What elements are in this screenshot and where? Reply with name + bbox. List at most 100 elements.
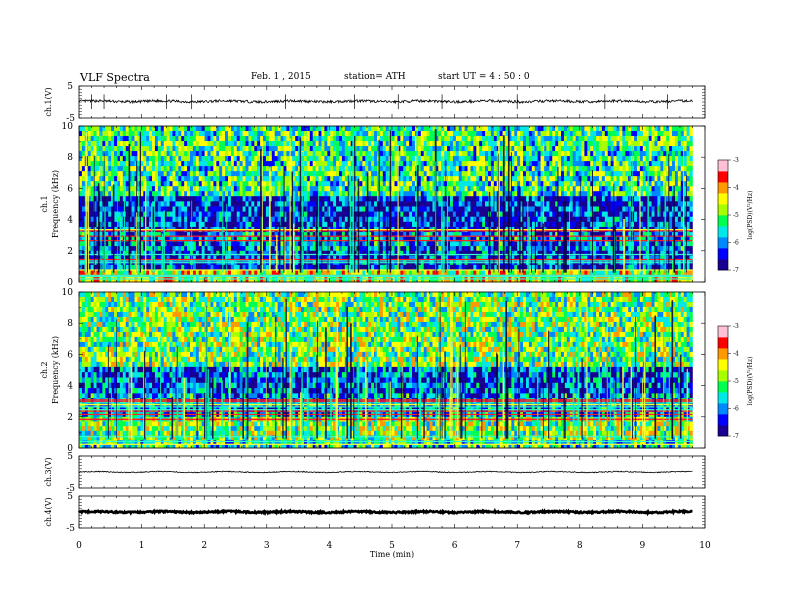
spectrogram-cell: [412, 151, 416, 157]
spectrogram-cell: [96, 156, 100, 162]
spectrogram-cell: [184, 196, 188, 202]
spectrogram-cell: [625, 186, 629, 192]
spectrogram-cell: [125, 221, 129, 228]
spectrogram-cell: [79, 221, 83, 228]
spectrogram-cell: [552, 186, 556, 192]
spectrogram-cell: [225, 181, 229, 187]
spectrogram-cell: [222, 181, 226, 187]
spectrogram-cell: [490, 196, 495, 202]
spectrogram-cell: [204, 186, 208, 192]
spectrogram-cell: [686, 161, 690, 167]
spectrogram-cell: [423, 211, 427, 218]
spectrogram-cell: [432, 201, 436, 207]
spectrogram-cell: [274, 232, 278, 238]
spectrogram-cell: [327, 232, 331, 238]
spectrogram-cell: [210, 191, 214, 197]
spectrogram-cell: [482, 151, 486, 157]
spectrogram-cell: [493, 181, 498, 187]
spectrogram-cell: [499, 136, 503, 142]
spectrogram-cell: [318, 221, 322, 228]
spectrogram-cell: [341, 131, 346, 137]
spectrogram-cell: [403, 211, 407, 218]
spectrogram-cell: [187, 246, 191, 252]
spectrogram-cell: [674, 131, 679, 137]
spectrogram-cell: [651, 216, 655, 223]
spectrogram-cell: [412, 161, 416, 167]
spectrogram-cell: [420, 221, 425, 228]
spectrogram-cell: [441, 161, 445, 167]
spectrogram-cell: [514, 131, 518, 137]
spectrogram-cell: [616, 176, 620, 182]
spectrogram-cell: [435, 181, 439, 187]
spectrogram-cell: [464, 126, 468, 132]
spectrogram-cell: [213, 126, 217, 132]
spectrogram-cell: [625, 196, 629, 202]
spectrogram-cell: [239, 151, 243, 157]
spectrogram-cell: [152, 232, 156, 238]
spectrogram-cell: [607, 141, 611, 147]
spectrogram-cell: [265, 232, 270, 238]
spectrogram-cell: [426, 131, 430, 137]
spectrogram-cell: [648, 201, 652, 207]
spectrogram-cell: [540, 171, 544, 177]
spectrogram-cell: [245, 181, 249, 187]
spectrogram-cell: [344, 146, 349, 152]
spectrogram-cell: [374, 161, 378, 167]
spectrogram-cell: [356, 136, 360, 142]
spectrogram-cell: [178, 196, 182, 202]
spectrogram-cell: [166, 146, 170, 152]
spectrogram-cell: [119, 166, 124, 172]
spectrogram-cell: [409, 131, 413, 137]
spectrogram-cell: [222, 186, 226, 192]
spectrogram-cell: [245, 196, 249, 202]
spectrogram-cell: [359, 131, 363, 137]
spectrogram-cell: [362, 236, 366, 242]
spectrogram-cell: [362, 206, 366, 212]
spectrogram-cell: [93, 221, 97, 228]
spectrogram-cell: [382, 211, 387, 218]
spectrogram-cell: [561, 126, 565, 132]
spectrogram-cell: [385, 136, 389, 142]
spectrogram-cell: [315, 141, 319, 147]
spectrogram-cell: [426, 191, 430, 197]
spectrogram-cell: [339, 146, 343, 152]
spectrogram-cell: [102, 131, 106, 137]
spectrogram-cell: [295, 166, 299, 172]
spectrogram-cell: [324, 201, 328, 207]
spectrogram-cell: [79, 181, 83, 187]
spectrogram-cell: [166, 196, 170, 202]
spectrogram-cell: [531, 176, 536, 182]
spectrogram-cell: [596, 206, 600, 212]
spectrogram-cell: [458, 141, 462, 147]
spectrogram-cell: [537, 206, 541, 212]
spectrogram-cell: [257, 146, 261, 152]
spectrogram-cell: [616, 181, 620, 187]
spectrogram-cell: [534, 191, 538, 197]
spectrogram-cell: [599, 211, 603, 218]
spectrogram-cell: [265, 156, 270, 162]
spectrogram-cell: [648, 196, 652, 202]
spectrogram-cell: [128, 161, 132, 167]
spectrogram-cell: [216, 151, 220, 157]
spectrogram-cell: [339, 246, 343, 252]
spectrogram-cell: [114, 246, 118, 252]
spectrogram-cell: [563, 166, 568, 172]
spectrogram-cell: [315, 126, 319, 132]
spectrogram-cell: [324, 166, 328, 172]
spectrogram-cell: [455, 201, 460, 207]
spectrogram-cell: [403, 221, 407, 228]
spectrogram-cell: [213, 156, 217, 162]
spectrogram-cell: [79, 191, 83, 197]
spectrogram-cell: [423, 181, 427, 187]
spectrogram-cell: [686, 201, 690, 207]
spectrogram-cell: [485, 201, 489, 207]
spectrogram-cell: [105, 211, 109, 218]
spectrogram-cell: [309, 146, 314, 152]
spectrogram-cell: [303, 141, 308, 147]
spectrogram-cell: [286, 206, 290, 212]
spectrogram-cell: [400, 191, 404, 197]
spectrogram-cell: [403, 191, 407, 197]
spectrogram-cell: [394, 161, 398, 167]
spectrogram-cell: [590, 156, 594, 162]
spectrogram-cell: [187, 166, 191, 172]
